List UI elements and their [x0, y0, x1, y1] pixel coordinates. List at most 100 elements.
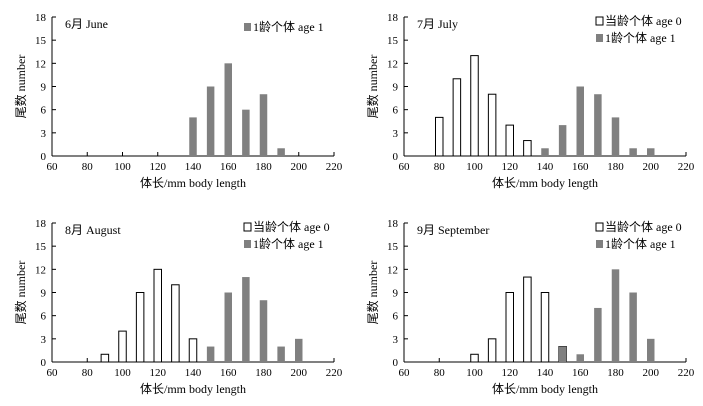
y-tick-label: 0	[41, 151, 47, 163]
x-tick-label: 160	[572, 161, 589, 173]
x-tick-label: 140	[185, 367, 202, 379]
x-tick-label: 200	[291, 161, 308, 173]
x-tick-label: 140	[537, 367, 554, 379]
bar-age-0	[523, 140, 532, 157]
legend-swatch	[596, 240, 603, 248]
y-tick-label: 15	[387, 35, 399, 47]
y-tick-label: 0	[393, 357, 399, 369]
bar-age-1	[206, 346, 215, 362]
bar-age-0	[118, 330, 127, 363]
y-tick-label: 18	[387, 218, 399, 230]
x-tick-label: 220	[678, 367, 695, 379]
bar-age-1	[558, 125, 567, 156]
x-tick-label: 180	[255, 367, 272, 379]
bar-age-1	[576, 86, 584, 156]
bar-age-1	[189, 117, 197, 156]
bar-age-1	[295, 338, 303, 362]
y-tick-label: 3	[41, 128, 47, 140]
y-tick-label: 12	[35, 264, 46, 276]
x-tick-label: 180	[607, 161, 624, 173]
bar-age-1	[629, 148, 637, 156]
bar-age-1	[259, 300, 268, 362]
y-tick-label: 6	[41, 311, 47, 323]
x-tick-label: 80	[82, 367, 94, 379]
y-tick-label: 6	[393, 105, 399, 117]
y-tick-label: 15	[35, 241, 47, 253]
legend-label: 1龄个体 age 1	[253, 237, 324, 251]
x-tick-label: 220	[326, 367, 343, 379]
chart-panel-3: 0 3 6 9 12 15 18 60 80 100 120 140 160 180 200 220 体长/mm…	[13, 218, 343, 396]
x-tick-label: 140	[537, 161, 554, 173]
y-tick-label: 9	[41, 288, 47, 300]
x-tick-label: 100	[114, 161, 131, 173]
panel-title: 6月 June	[65, 17, 108, 31]
x-tick-label: 80	[434, 367, 446, 379]
legend-label: 1龄个体 age 1	[605, 31, 676, 45]
legend-label: 当龄个体 age 0	[605, 220, 682, 234]
y-tick-label: 12	[35, 58, 46, 70]
y-tick-label: 3	[393, 334, 399, 346]
bar-age-0	[487, 338, 497, 363]
x-tick-label: 60	[47, 367, 59, 379]
x-tick-label: 220	[326, 161, 343, 173]
legend-swatch	[595, 16, 604, 26]
bar-age-1	[242, 109, 250, 156]
x-tick-label: 60	[47, 161, 59, 173]
bar-age-0	[505, 124, 514, 157]
x-tick-label: 180	[255, 161, 272, 173]
y-axis-label: 尾数 number	[13, 55, 28, 119]
x-tick-label: 60	[399, 367, 411, 379]
x-tick-label: 120	[150, 161, 167, 173]
bar-age-0	[153, 268, 162, 363]
legend-swatch	[244, 240, 251, 248]
y-tick-label: 15	[35, 35, 47, 47]
chart-panel-1: 0 3 6 9 12 15 18 60 80 100 120 140 160 180 200 220 体长/mm…	[13, 12, 343, 190]
x-axis-label: 体长/mm body length	[140, 382, 246, 396]
x-tick-label: 80	[82, 161, 94, 173]
y-axis-label: 尾数 number	[365, 261, 380, 325]
x-tick-label: 200	[643, 367, 660, 379]
bar-age-1	[594, 307, 602, 362]
y-tick-label: 15	[387, 241, 399, 253]
panel-title: 7月 July	[417, 17, 458, 31]
bar-age-1	[277, 148, 285, 156]
x-tick-label: 100	[466, 367, 483, 379]
bar-age-1	[277, 346, 285, 362]
legend: 当龄个体 age 0 1龄个体 age 1	[595, 14, 682, 45]
legend-swatch	[595, 222, 604, 232]
y-tick-label: 9	[393, 288, 399, 300]
bar-age-1	[242, 277, 250, 362]
legend-label: 1龄个体 age 1	[253, 20, 324, 34]
chart-panel-4: 0 3 6 9 12 15 18 60 80 100 120 140 160 180 200 220 体长/mm…	[365, 218, 695, 396]
legend-label: 当龄个体 age 0	[605, 14, 682, 28]
legend-label: 1龄个体 age 1	[605, 237, 676, 251]
bar-age-1	[558, 346, 567, 362]
bar-age-1	[647, 338, 655, 362]
bar-age-1	[541, 148, 549, 156]
y-tick-label: 0	[393, 151, 399, 163]
bar-age-0	[171, 284, 180, 363]
panel-title: 8月 August	[65, 223, 121, 237]
x-tick-label: 160	[220, 161, 237, 173]
y-tick-label: 3	[41, 334, 47, 346]
legend-swatch	[244, 23, 251, 31]
x-axis-label: 体长/mm body length	[492, 382, 598, 396]
x-tick-label: 160	[220, 367, 237, 379]
x-tick-label: 80	[434, 161, 446, 173]
x-tick-label: 220	[678, 161, 695, 173]
bar-age-1	[647, 148, 655, 156]
bar-age-1	[576, 354, 584, 362]
bar-age-1	[611, 117, 620, 156]
legend: 当龄个体 age 0 1龄个体 age 1	[243, 220, 330, 251]
x-tick-label: 100	[114, 367, 131, 379]
x-tick-label: 180	[607, 367, 624, 379]
y-tick-label: 6	[41, 105, 47, 117]
bar-age-0	[540, 292, 550, 363]
x-tick-label: 120	[150, 367, 167, 379]
y-tick-label: 12	[387, 264, 398, 276]
x-tick-label: 200	[643, 161, 660, 173]
y-tick-label: 9	[393, 82, 399, 94]
bar-age-0	[505, 292, 514, 363]
bar-age-1	[611, 269, 620, 362]
